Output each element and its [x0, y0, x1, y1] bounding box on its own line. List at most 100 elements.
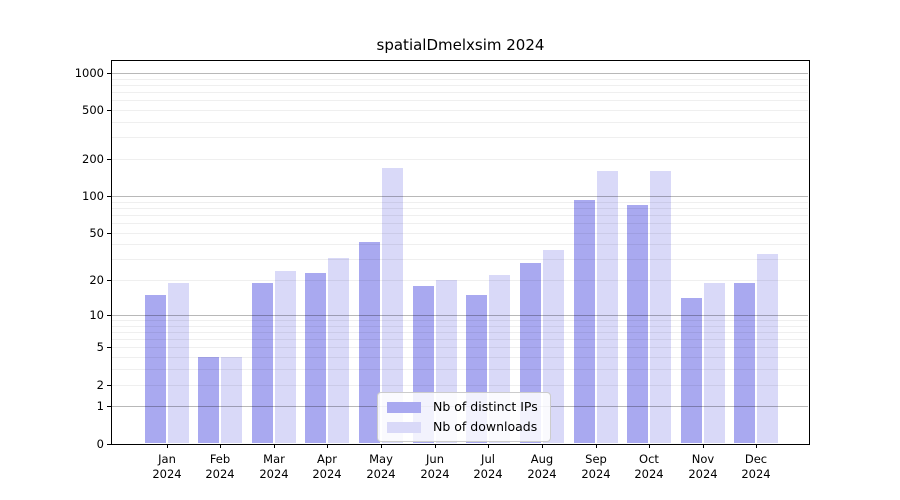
x-tick	[381, 444, 382, 448]
x-label-month: Sep	[585, 452, 607, 466]
legend-item-downloads: Nb of downloads	[387, 420, 538, 434]
x-label-month: Jan	[158, 452, 176, 466]
x-label-year: 2024	[420, 467, 450, 481]
x-label-month: Aug	[530, 452, 554, 466]
x-label-year: 2024	[473, 467, 503, 481]
bar-downloads	[382, 168, 404, 443]
x-label-month: Dec	[744, 452, 768, 466]
gridline-minor	[112, 259, 808, 260]
x-label-year: 2024	[688, 467, 718, 481]
bar-downloads	[167, 283, 189, 443]
gridline-minor	[112, 85, 808, 86]
x-label-month: Jul	[481, 452, 495, 466]
x-label-year: 2024	[741, 467, 771, 481]
x-label-month: Oct	[639, 452, 659, 466]
gridline-major	[112, 73, 808, 74]
x-label-month: Mar	[263, 452, 285, 466]
x-tick-label: Sep 2024	[572, 452, 620, 482]
gridline-minor	[112, 326, 808, 327]
y-tick	[107, 73, 111, 74]
x-tick-label: Nov 2024	[679, 452, 727, 482]
x-label-year: 2024	[527, 467, 557, 481]
gridline-minor	[112, 92, 808, 93]
x-label-year: 2024	[259, 467, 289, 481]
gridline-minor	[112, 110, 808, 111]
y-tick	[107, 315, 111, 316]
x-tick-label: May 2024	[357, 452, 405, 482]
bar-distinct-ips	[734, 283, 756, 443]
x-label-year: 2024	[581, 467, 611, 481]
gridline-minor	[112, 159, 808, 160]
x-tick	[167, 444, 168, 448]
bar-downloads	[757, 254, 779, 443]
bar-downloads	[703, 283, 725, 443]
x-tick	[274, 444, 275, 448]
x-label-year: 2024	[634, 467, 664, 481]
gridline-minor	[112, 122, 808, 123]
x-tick-label: Jun 2024	[411, 452, 459, 482]
bar-distinct-ips	[144, 295, 166, 443]
legend: Nb of distinct IPs Nb of downloads	[377, 392, 551, 442]
gridline-minor	[112, 244, 808, 245]
bar-distinct-ips	[573, 200, 595, 443]
legend-item-distinct-ips: Nb of distinct IPs	[387, 400, 538, 414]
x-tick	[327, 444, 328, 448]
gridline-minor	[112, 347, 808, 348]
y-tick	[107, 280, 111, 281]
bar-downloads	[650, 171, 672, 443]
y-tick-label: 5	[96, 340, 104, 354]
gridline-minor	[112, 215, 808, 216]
gridline-minor	[112, 332, 808, 333]
y-tick	[107, 196, 111, 197]
y-tick-label: 2	[96, 378, 104, 392]
gridline-minor	[112, 339, 808, 340]
bar-distinct-ips	[198, 357, 220, 443]
y-tick	[107, 385, 111, 386]
bar-downloads	[596, 171, 618, 443]
x-tick-label: Jan 2024	[143, 452, 191, 482]
x-tick-label: Dec 2024	[732, 452, 780, 482]
y-tick	[107, 406, 111, 407]
gridline-minor	[112, 280, 808, 281]
gridline-minor	[112, 320, 808, 321]
gridline-minor	[112, 369, 808, 370]
x-tick	[488, 444, 489, 448]
x-label-year: 2024	[152, 467, 182, 481]
x-tick-label: Apr 2024	[303, 452, 351, 482]
x-label-month: May	[369, 452, 393, 466]
x-tick	[435, 444, 436, 448]
gridline-minor	[112, 357, 808, 358]
y-tick	[107, 233, 111, 234]
bar-distinct-ips	[359, 242, 381, 443]
x-tick	[649, 444, 650, 448]
x-label-year: 2024	[312, 467, 342, 481]
gridline-major	[112, 315, 808, 316]
chart-title: spatialDmelxsim 2024	[376, 36, 545, 54]
x-tick-label: Mar 2024	[250, 452, 298, 482]
y-tick-label: 200	[82, 152, 104, 166]
legend-swatch-downloads	[387, 421, 421, 433]
gridline-major	[112, 196, 808, 197]
x-label-month: Nov	[691, 452, 715, 466]
x-label-year: 2024	[366, 467, 396, 481]
y-tick-label: 100	[82, 189, 104, 203]
x-tick-label: Jul 2024	[464, 452, 512, 482]
y-tick-label: 1000	[74, 66, 104, 80]
gridline-minor	[112, 137, 808, 138]
y-tick-label: 20	[89, 273, 104, 287]
y-tick	[107, 444, 111, 445]
y-tick-label: 1	[96, 399, 104, 413]
y-tick-label: 10	[89, 308, 104, 322]
x-label-month: Apr	[317, 452, 337, 466]
x-tick	[756, 444, 757, 448]
legend-label-distinct-ips: Nb of distinct IPs	[433, 399, 538, 414]
y-tick	[107, 110, 111, 111]
x-tick	[220, 444, 221, 448]
gridline-minor	[112, 223, 808, 224]
y-tick-label: 50	[89, 226, 104, 240]
x-tick-label: Oct 2024	[625, 452, 673, 482]
x-tick	[703, 444, 704, 448]
bar-downloads	[274, 271, 296, 443]
gridline-minor	[112, 233, 808, 234]
